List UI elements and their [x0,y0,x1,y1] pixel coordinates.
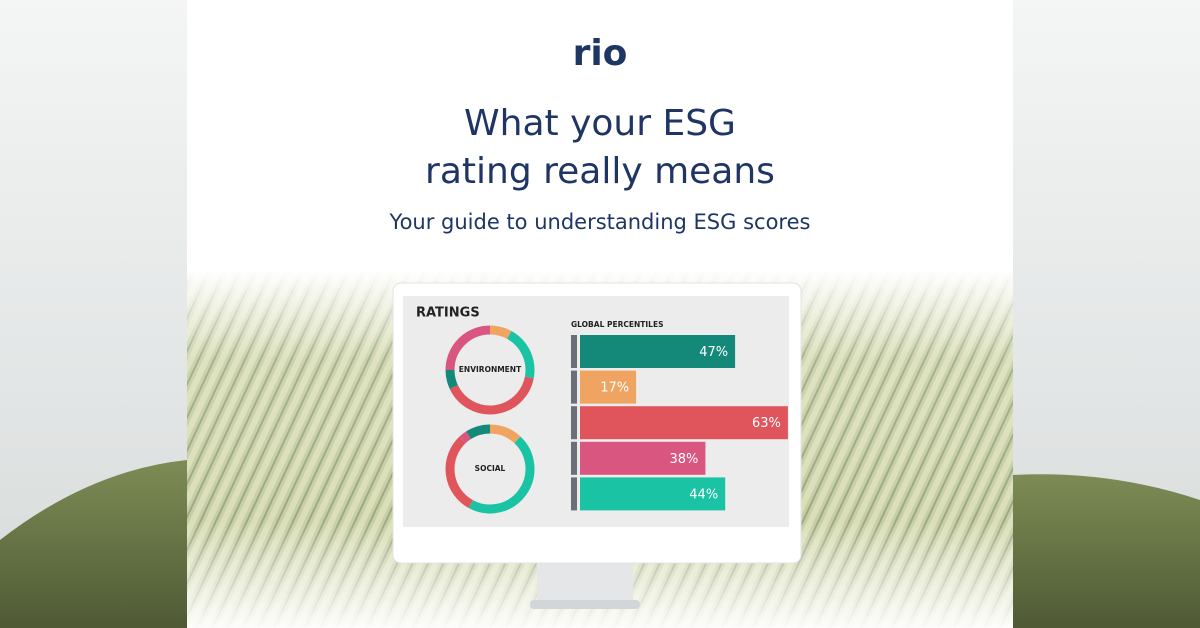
donut-segment [466,424,491,440]
title: What your ESG [464,103,736,144]
bar [580,370,637,404]
bar-label: 44% [689,487,718,502]
bar-stub [571,370,577,404]
bar-label: 38% [669,452,698,467]
monitor-base [530,600,640,609]
bar-stub [571,335,577,368]
hill [1013,474,1200,628]
bar-label: 63% [752,416,781,431]
donut-segment [506,331,535,379]
donut-label: ENVIRONMENT [459,365,522,374]
bar [580,477,726,511]
donut-segment [445,436,474,508]
bar-stub [571,406,577,440]
bar-stub [571,477,577,511]
donut-segment [459,431,472,444]
donut-segment [449,376,534,415]
bar-label: 47% [699,345,728,360]
bar-stub [571,441,577,475]
title: rating really means [425,151,775,192]
bar-chart-title: GLOBAL PERCENTILES [571,320,663,329]
donut-label: SOCIAL [475,464,506,473]
bar [580,335,736,368]
bar-label: 17% [600,381,629,396]
subtitle: Your guide to understanding ESG scores [389,210,811,234]
donut-segment [489,325,512,340]
dashboard-heading: RATINGS [416,306,480,321]
bar [580,441,706,475]
bar [580,406,788,440]
donut-segment [445,325,491,371]
donut-segment [445,369,458,389]
monitor-stand [537,560,633,604]
logo: rio [573,33,628,74]
donut-segment [489,424,521,444]
donut-segment [468,436,535,514]
hill [0,460,187,628]
